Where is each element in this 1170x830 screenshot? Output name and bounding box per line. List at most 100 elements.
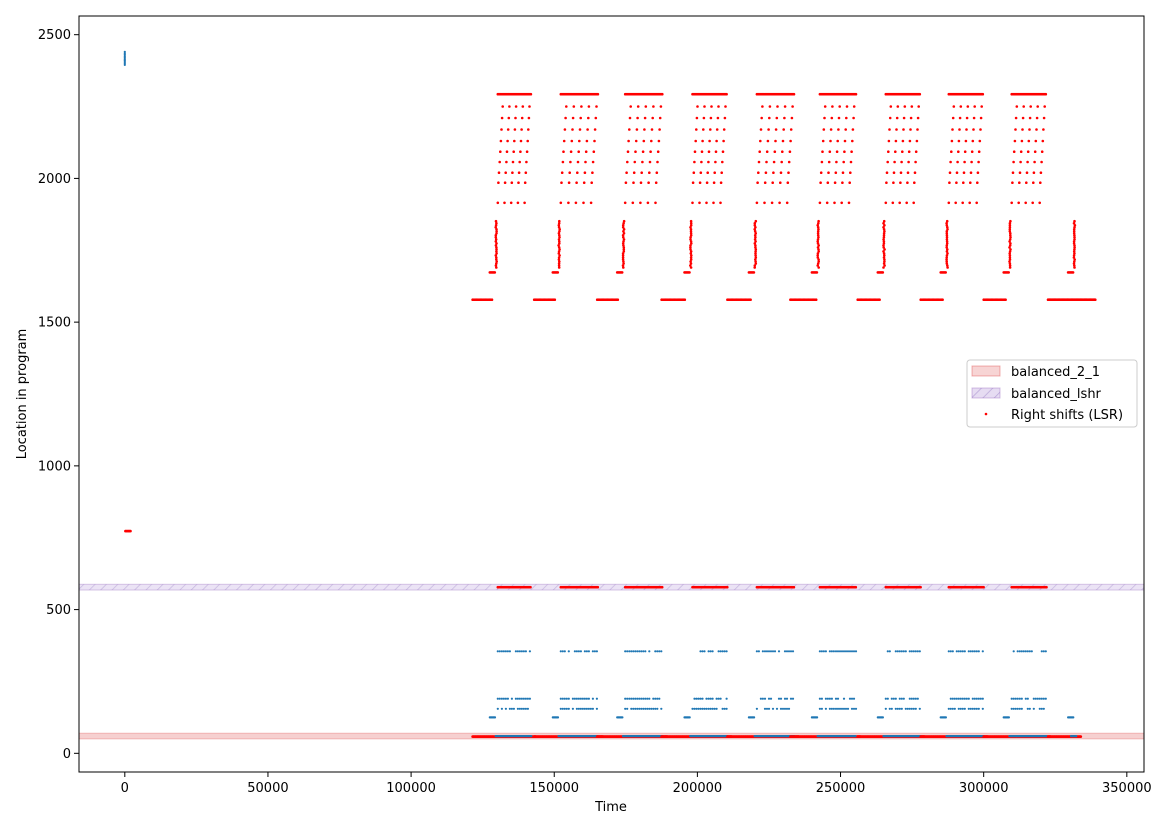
right-shift-point (523, 201, 526, 205)
right-shift-point (835, 150, 839, 153)
right-shift-point (910, 105, 914, 108)
instruction-point (567, 650, 570, 653)
right-shift-point (520, 116, 524, 120)
right-shift-point (622, 228, 626, 231)
right-shift-point (957, 139, 961, 143)
instruction-point (912, 707, 915, 710)
right-shift-point (771, 181, 774, 184)
right-shift-point (557, 250, 561, 253)
instruction-point (755, 707, 759, 710)
instruction-point (504, 707, 507, 710)
right-shift-point (946, 226, 949, 229)
right-shift-point (700, 160, 703, 164)
right-shift-point (496, 201, 500, 205)
instruction-point (577, 650, 581, 653)
instruction-point (759, 697, 763, 700)
y-axis: 0 500 1000 1500 2000 2500 (38, 28, 79, 762)
right-shift-point (1009, 236, 1012, 239)
right-shift-point (689, 232, 693, 235)
instruction-point (844, 650, 848, 653)
instruction-point (824, 707, 828, 710)
right-shift-point (1072, 256, 1076, 259)
right-shift-point (895, 116, 899, 120)
right-shift-point (899, 171, 903, 174)
right-shift-point (495, 232, 498, 235)
right-shift-point (1035, 128, 1038, 131)
instruction-point (963, 650, 966, 653)
right-shift-point (753, 224, 757, 227)
right-shift-point (1007, 271, 1010, 274)
right-shift-point (689, 258, 693, 261)
right-shift-point (494, 254, 498, 257)
instruction-point (652, 707, 655, 710)
right-shift-point (887, 150, 890, 153)
right-shift-point (903, 105, 907, 108)
right-shift-point (702, 128, 705, 131)
right-shift-point (516, 201, 520, 205)
right-shift-point (816, 240, 819, 243)
right-shift-point (519, 139, 523, 143)
right-shift-point (513, 128, 517, 131)
right-shift-point (570, 139, 574, 143)
right-shift-point (693, 160, 696, 164)
instruction-point (656, 650, 659, 653)
instruction-point (951, 650, 954, 653)
instruction-point (963, 697, 966, 700)
right-shift-point (503, 181, 507, 184)
right-shift-point (514, 105, 518, 108)
instruction-point (884, 697, 887, 700)
instruction-point (642, 697, 645, 700)
instruction-point (719, 697, 722, 700)
instruction-point (951, 707, 954, 710)
right-shift-point (495, 242, 498, 245)
instruction-point (565, 697, 568, 700)
right-shift-point (557, 262, 561, 265)
right-shift-point (724, 105, 727, 108)
right-shift-point (955, 181, 958, 184)
right-shift-point (823, 105, 827, 108)
instruction-point (693, 707, 696, 710)
right-shift-point (495, 250, 498, 253)
right-shift-point (514, 116, 517, 120)
right-shift-point (633, 160, 637, 164)
instruction-point (769, 697, 773, 700)
instruction-point (528, 650, 532, 653)
instruction-point (852, 697, 856, 700)
right-shift-point (848, 181, 851, 184)
instruction-point (707, 707, 710, 710)
instruction-point (524, 707, 528, 710)
instruction-point (1040, 650, 1043, 653)
instruction-point (1018, 707, 1021, 710)
band-balanced-lshr (79, 583, 1144, 591)
instruction-point (967, 707, 970, 710)
right-shift-point (945, 222, 948, 225)
instruction-point (632, 707, 635, 710)
right-shift-point (1073, 258, 1076, 261)
instruction-point (1018, 697, 1021, 700)
right-shift-point (650, 128, 654, 131)
instruction-point (763, 697, 767, 700)
right-shift-point (1043, 105, 1046, 108)
right-shift-point (511, 171, 514, 174)
instruction-point (561, 697, 564, 700)
instruction-point (971, 650, 974, 653)
right-shift-point (689, 226, 692, 229)
right-shift-point (754, 232, 757, 235)
instruction-point (898, 707, 901, 710)
right-shift-point (709, 128, 712, 131)
instruction-point (703, 707, 706, 710)
right-shift-point (1008, 222, 1012, 225)
instruction-point (1028, 707, 1031, 710)
instruction-point (520, 697, 524, 700)
instruction-point (1010, 697, 1013, 700)
instruction-point (496, 697, 499, 700)
instruction-point (652, 697, 655, 700)
instruction-point (961, 707, 964, 710)
instruction-point (1020, 697, 1023, 700)
right-shift-point (497, 181, 500, 184)
right-shift-point (845, 116, 848, 120)
right-shift-point (945, 236, 949, 239)
right-shift-point (946, 228, 949, 231)
right-shift-point (948, 181, 951, 184)
